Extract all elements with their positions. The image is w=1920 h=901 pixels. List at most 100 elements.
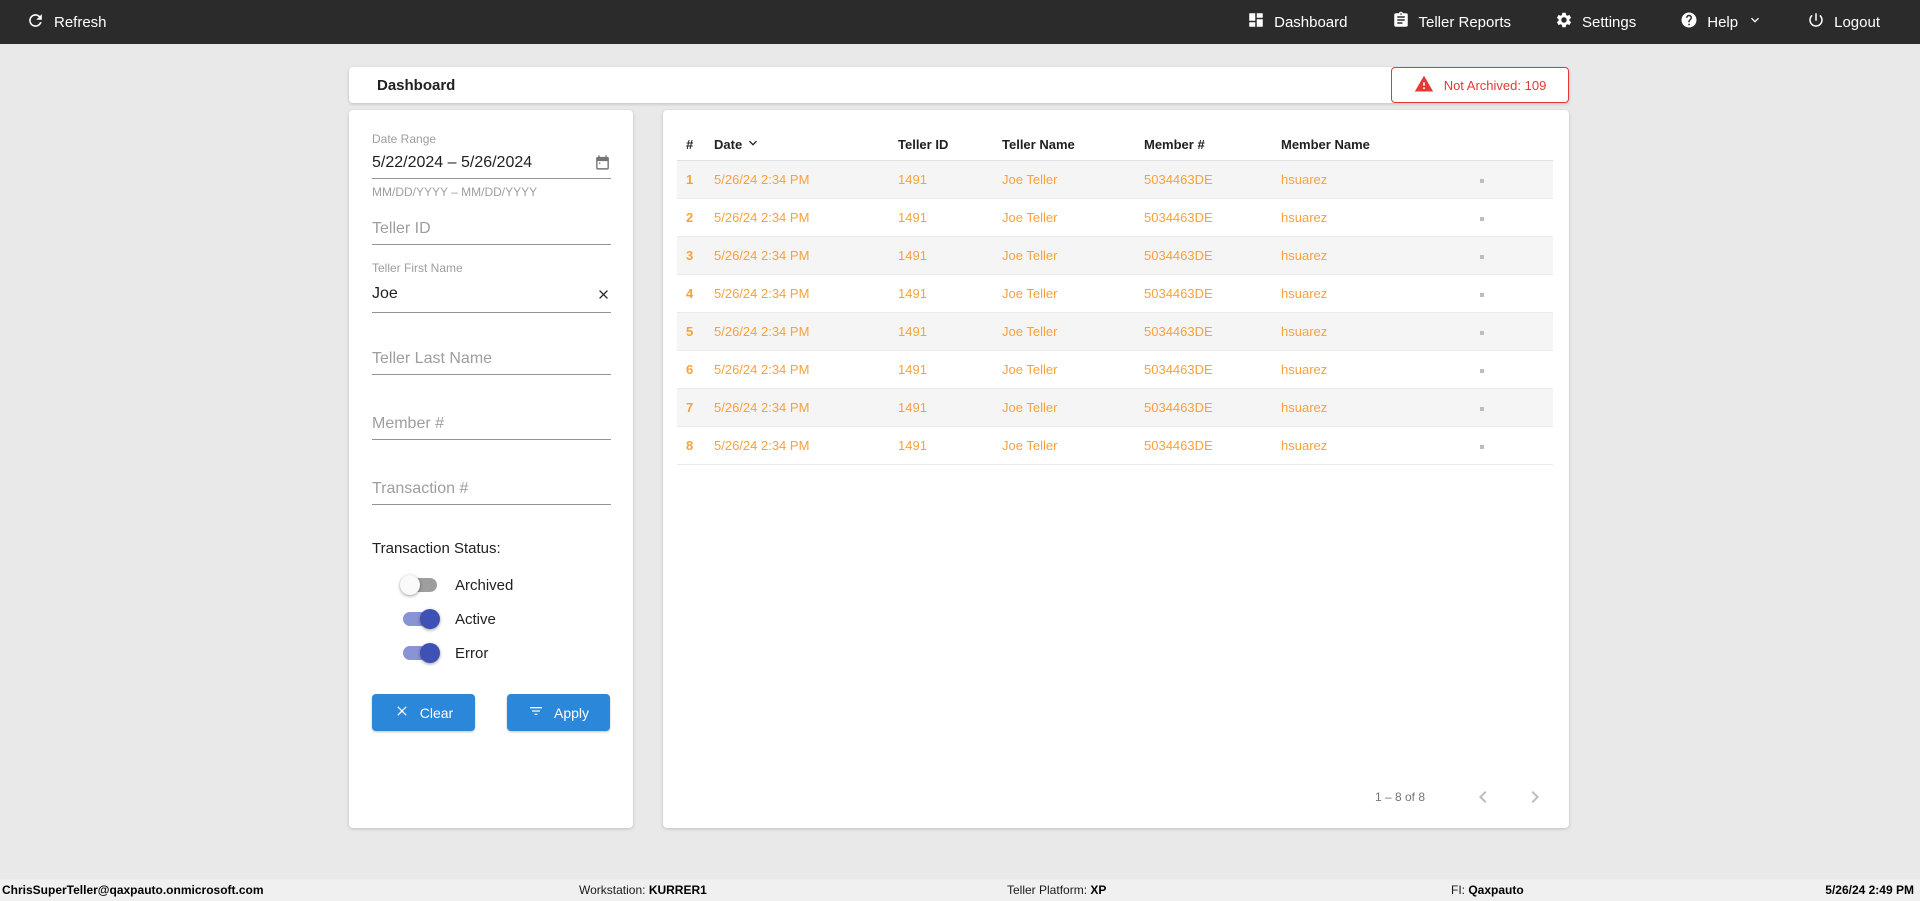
page-title: Dashboard	[377, 76, 456, 94]
date-range-field-group: Date Range MM/DD/YYYY – MM/DD/YYYY	[372, 132, 611, 199]
power-icon	[1807, 11, 1825, 33]
footer-fi: FI: Qaxpauto	[1451, 883, 1524, 897]
table-row[interactable]: 2 5/26/24 2:34 PM 1491 Joe Teller 503446…	[677, 198, 1553, 237]
row-date: 5/26/24 2:34 PM	[705, 236, 889, 275]
clear-button-label: Clear	[419, 704, 454, 721]
row-teller-id: 1491	[889, 160, 993, 199]
archived-toggle[interactable]	[400, 575, 437, 595]
nav-logout[interactable]: Logout	[1807, 11, 1880, 33]
date-range-helper: MM/DD/YYYY – MM/DD/YYYY	[372, 185, 538, 199]
col-teller-name: Teller Name	[993, 129, 1135, 161]
teller-first-name-input[interactable]	[372, 285, 596, 303]
row-number: 3	[677, 236, 705, 275]
dashboard-icon	[1247, 11, 1265, 33]
nav-teller-reports[interactable]: Teller Reports	[1392, 11, 1511, 33]
table-row[interactable]: 1 5/26/24 2:34 PM 1491 Joe Teller 503446…	[677, 160, 1553, 199]
transaction-number-input[interactable]	[372, 480, 611, 498]
footer-fi-value: Qaxpauto	[1468, 883, 1524, 897]
row-member-name: hsuarez	[1272, 426, 1411, 465]
footer-user: ChrisSuperTeller@qaxpauto.onmicrosoft.co…	[2, 883, 264, 897]
nav-help-label: Help	[1707, 13, 1739, 31]
row-member-name: hsuarez	[1272, 388, 1411, 427]
active-toggle[interactable]	[403, 609, 440, 629]
member-number-field-group	[372, 408, 611, 440]
row-member-number: 5034463DE	[1135, 388, 1272, 427]
row-date: 5/26/24 2:34 PM	[705, 426, 889, 465]
row-member-name: hsuarez	[1272, 160, 1411, 199]
row-teller-name: Joe Teller	[993, 274, 1135, 313]
error-toggle-label: Error	[455, 644, 489, 662]
row-member-number: 5034463DE	[1135, 198, 1272, 237]
footer-fi-label: FI:	[1451, 883, 1465, 897]
gear-icon	[1555, 11, 1573, 33]
archived-toggle-label: Archived	[455, 576, 514, 594]
toggle-row-archived: Archived	[400, 573, 514, 597]
refresh-label: Refresh	[54, 13, 107, 31]
row-number: 7	[677, 388, 705, 427]
row-teller-id: 1491	[889, 198, 993, 237]
help-icon	[1680, 11, 1698, 33]
row-member-number: 5034463DE	[1135, 274, 1272, 313]
refresh-button[interactable]: Refresh	[26, 11, 107, 34]
row-member-number: 5034463DE	[1135, 350, 1272, 389]
date-range-input[interactable]	[372, 153, 594, 172]
footer-workstation-value: KURRER1	[648, 883, 707, 897]
teller-id-field-group	[372, 213, 611, 245]
nav-dashboard[interactable]: Dashboard	[1247, 11, 1348, 33]
row-member-number: 5034463DE	[1135, 426, 1272, 465]
col-date[interactable]: Date	[705, 129, 889, 161]
table-row[interactable]: 7 5/26/24 2:34 PM 1491 Joe Teller 503446…	[677, 388, 1553, 427]
teller-first-name-field-group: Teller First Name	[372, 261, 611, 313]
nav-settings-label: Settings	[1582, 13, 1637, 31]
row-teller-id: 1491	[889, 350, 993, 389]
calendar-icon[interactable]	[594, 154, 611, 171]
table-row[interactable]: 6 5/26/24 2:34 PM 1491 Joe Teller 503446…	[677, 350, 1553, 389]
table-row[interactable]: 3 5/26/24 2:34 PM 1491 Joe Teller 503446…	[677, 236, 1553, 275]
table-row[interactable]: 5 5/26/24 2:34 PM 1491 Joe Teller 503446…	[677, 312, 1553, 351]
row-date: 5/26/24 2:34 PM	[705, 160, 889, 199]
row-member-name: hsuarez	[1272, 236, 1411, 275]
nav-settings[interactable]: Settings	[1555, 11, 1636, 33]
top-navbar: Refresh Dashboard Teller Reports Setting…	[0, 0, 1920, 44]
row-member-number: 5034463DE	[1135, 160, 1272, 199]
row-teller-id: 1491	[889, 388, 993, 427]
footer-platform-label: Teller Platform:	[1007, 883, 1088, 897]
clear-button[interactable]: Clear	[372, 694, 475, 731]
warning-icon	[1414, 74, 1434, 97]
prev-page-button[interactable]	[1471, 785, 1495, 809]
col-teller-id: Teller ID	[889, 129, 993, 161]
row-number: 6	[677, 350, 705, 389]
row-teller-id: 1491	[889, 426, 993, 465]
nav-help[interactable]: Help	[1680, 11, 1763, 33]
close-icon	[394, 703, 410, 722]
teller-last-name-input[interactable]	[372, 350, 611, 368]
filter-icon	[528, 703, 544, 722]
error-toggle[interactable]	[403, 643, 440, 663]
nav-dashboard-label: Dashboard	[1274, 13, 1348, 31]
apply-button-label: Apply	[553, 704, 590, 721]
not-archived-badge[interactable]: Not Archived: 109	[1391, 67, 1569, 103]
row-teller-id: 1491	[889, 236, 993, 275]
status-bar: ChrisSuperTeller@qaxpauto.onmicrosoft.co…	[0, 879, 1920, 901]
clear-field-icon[interactable]	[596, 287, 611, 302]
member-number-input[interactable]	[372, 415, 611, 433]
filter-panel: Date Range MM/DD/YYYY – MM/DD/YYYY Telle…	[349, 110, 633, 828]
footer-workstation: Workstation: KURRER1	[579, 883, 707, 897]
footer-workstation-label: Workstation:	[579, 883, 646, 897]
table-row[interactable]: 4 5/26/24 2:34 PM 1491 Joe Teller 503446…	[677, 274, 1553, 313]
next-page-button[interactable]	[1523, 785, 1547, 809]
row-member-name: hsuarez	[1272, 198, 1411, 237]
toggle-row-active: Active	[403, 607, 496, 631]
clipboard-icon	[1392, 11, 1410, 33]
nav-logout-label: Logout	[1834, 13, 1880, 31]
col-date-label: Date	[714, 136, 743, 152]
table-row[interactable]: 8 5/26/24 2:34 PM 1491 Joe Teller 503446…	[677, 426, 1553, 465]
footer-datetime: 5/26/24 2:49 PM	[1825, 883, 1914, 897]
apply-button[interactable]: Apply	[507, 694, 610, 731]
row-teller-name: Joe Teller	[993, 312, 1135, 351]
footer-platform: Teller Platform: XP	[1007, 883, 1106, 897]
row-member-name: hsuarez	[1272, 312, 1411, 351]
transaction-status-label: Transaction Status:	[372, 540, 501, 557]
row-teller-name: Joe Teller	[993, 236, 1135, 275]
teller-id-input[interactable]	[372, 220, 611, 238]
